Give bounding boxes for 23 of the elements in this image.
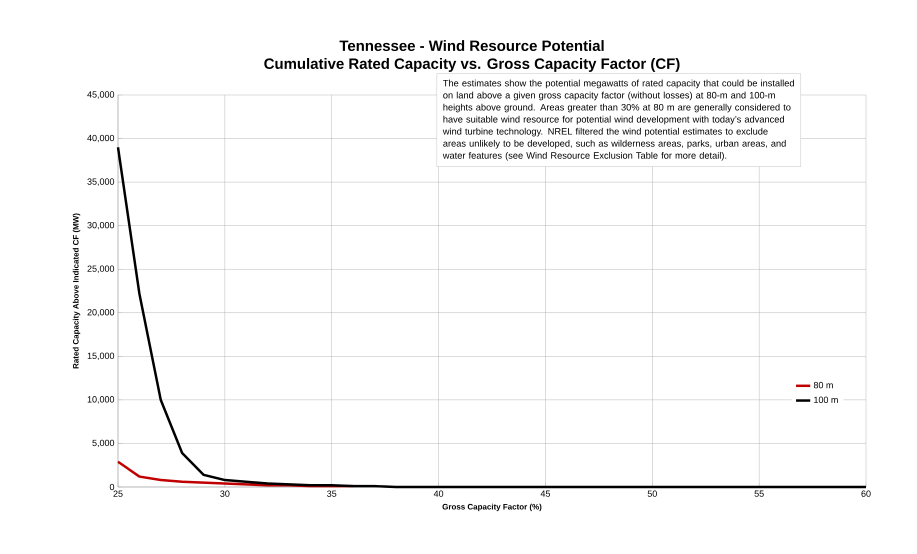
x-tick-label: 40 (434, 490, 444, 497)
x-tick-label: 30 (220, 490, 230, 497)
x-tick-label: 50 (648, 490, 657, 497)
x-tick-label: 25 (113, 490, 123, 497)
y-tick-label: 10,000 (88, 396, 114, 404)
x-tick-label: 60 (861, 490, 871, 497)
chart-title: Tennessee - Wind Resource Potential (340, 40, 604, 52)
y-tick-label: 15,000 (88, 352, 114, 360)
x-tick-label: 55 (754, 490, 764, 497)
y-tick-label: 45,000 (87, 91, 114, 99)
legend-label: 80 m (814, 382, 833, 388)
chart-subtitle: Cumulative Rated Capacity vs. Gross Capacity Factor (CF) (264, 58, 680, 72)
x-tick-label: 45 (540, 490, 550, 497)
y-tick-label: 25,000 (88, 266, 114, 273)
y-tick-label: 5,000 (92, 440, 114, 448)
y-tick-label: 20,000 (88, 309, 114, 316)
legend-label: 100 m (814, 396, 838, 404)
y-tick-label: 0 (110, 484, 114, 490)
y-tick-label: 40,000 (87, 134, 114, 142)
y-tick-label: 30,000 (87, 222, 114, 230)
annotation: The estimates show the potential megawatts of rated capacity that could be installed on land above a given gross capacity factor (without losses) at 80-m and 100-m heights above ground. Areas greater than 30% at 80 m are generally considered to have suitable wind resource for potential wind development with today’s advanced wind turbine technology. NREL filtered the wind potential estimates to exclude areas unlikely to be developed, such as wilderness areas, parks, urban areas, and water features (see Wind Resource Exclusion Table for more detail). (442, 80, 794, 161)
x-tick-label: 35 (327, 490, 336, 497)
y-tick-label: 35,000 (87, 178, 114, 186)
